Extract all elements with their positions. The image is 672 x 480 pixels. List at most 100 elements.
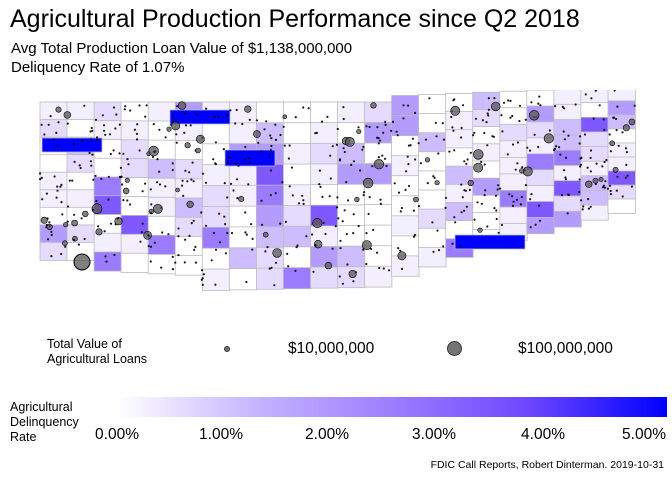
- bank-point: [315, 131, 318, 134]
- bank-point: [77, 243, 80, 246]
- bank-point: [138, 149, 141, 152]
- bank-point: [458, 244, 461, 247]
- bank-point: [633, 104, 636, 107]
- bank-point: [375, 251, 379, 254]
- bank-point: [177, 254, 180, 257]
- bank-point: [352, 232, 355, 235]
- bank-point: [55, 131, 58, 134]
- bank-point: [212, 231, 215, 235]
- bank-point: [469, 151, 472, 154]
- bank-point: [608, 133, 611, 136]
- bank-point: [435, 135, 438, 138]
- bank-point: [153, 241, 156, 244]
- bank-point: [432, 250, 435, 253]
- county-polygon: [228, 268, 258, 291]
- bank-point: [612, 166, 619, 173]
- bank-point: [177, 235, 180, 238]
- county-polygon: [282, 246, 312, 269]
- size-legend-small-dot: [224, 346, 230, 352]
- bank-point: [437, 152, 440, 155]
- bank-point: [563, 169, 566, 172]
- bank-point: [314, 244, 317, 247]
- bank-point: [411, 137, 414, 140]
- bank-point: [80, 217, 83, 220]
- bank-point: [342, 106, 345, 109]
- county-polygon: [39, 101, 68, 121]
- bank-point: [454, 221, 457, 224]
- county-polygon: [228, 164, 258, 187]
- bank-point: [335, 143, 338, 146]
- bank-point: [107, 175, 110, 178]
- county-polygon: [120, 252, 149, 273]
- county-polygon: [364, 265, 393, 288]
- bank-point: [45, 192, 49, 195]
- bank-point: [424, 157, 431, 163]
- bank-point: [589, 205, 592, 208]
- bank-point: [269, 134, 272, 137]
- bank-point: [194, 245, 197, 248]
- county-polygon: [255, 163, 285, 186]
- bank-point: [397, 251, 407, 261]
- county-polygon: [93, 232, 122, 253]
- county-polygon: [526, 90, 555, 107]
- county-polygon: [337, 101, 366, 124]
- county-polygon: [472, 126, 501, 145]
- bank-point: [171, 168, 174, 172]
- bank-point: [133, 128, 137, 131]
- bank-point: [397, 247, 400, 250]
- bank-point: [287, 265, 290, 268]
- bank-point: [376, 126, 379, 129]
- bank-point: [226, 196, 229, 199]
- bank-point: [404, 188, 407, 191]
- bank-point: [432, 175, 435, 178]
- bank-point: [49, 115, 52, 118]
- bank-point: [213, 115, 216, 118]
- bank-point: [331, 247, 334, 250]
- bank-point: [164, 185, 167, 188]
- bank-point: [464, 189, 467, 192]
- bank-point: [336, 206, 339, 209]
- bank-point: [350, 163, 353, 166]
- bank-point: [602, 118, 605, 121]
- bank-point: [274, 192, 277, 195]
- bank-point: [89, 130, 92, 133]
- bank-point: [412, 209, 415, 212]
- bank-point: [66, 205, 70, 208]
- bank-point: [124, 105, 127, 108]
- bank-point: [450, 105, 461, 116]
- bank-point: [171, 121, 181, 131]
- bank-point: [367, 212, 370, 216]
- bank-point: [81, 139, 84, 143]
- bank-point: [342, 117, 345, 121]
- bank-point: [113, 253, 116, 257]
- bank-point: [321, 195, 324, 198]
- bank-point: [338, 158, 342, 161]
- bank-point: [182, 194, 185, 197]
- bank-point: [279, 222, 282, 225]
- size-legend-title: Total Value of Agricultural Loans: [47, 337, 147, 367]
- bank-point: [218, 241, 222, 244]
- bank-point: [508, 193, 511, 196]
- bank-point: [555, 145, 558, 148]
- county-polygon: [337, 183, 366, 206]
- county-polygon: [66, 154, 95, 174]
- bank-point: [190, 222, 193, 225]
- county-polygon: [553, 103, 582, 121]
- county-polygon: [607, 90, 636, 102]
- bank-point: [56, 145, 59, 148]
- county-polygon: [66, 101, 95, 121]
- county-polygon: [120, 196, 149, 217]
- bank-point: [66, 122, 69, 125]
- bank-point: [201, 172, 205, 175]
- bank-point: [150, 212, 153, 215]
- bank-point: [509, 99, 512, 102]
- bank-point: [485, 121, 488, 124]
- size-legend-title-line2: Agricultural Loans: [47, 352, 148, 366]
- bank-point: [188, 171, 191, 174]
- county-polygon-high: [224, 149, 276, 167]
- delinquency-colorbar: [117, 397, 667, 417]
- bank-point: [466, 158, 469, 161]
- bank-point: [195, 147, 201, 154]
- bank-point: [361, 240, 372, 250]
- bank-point: [88, 151, 91, 154]
